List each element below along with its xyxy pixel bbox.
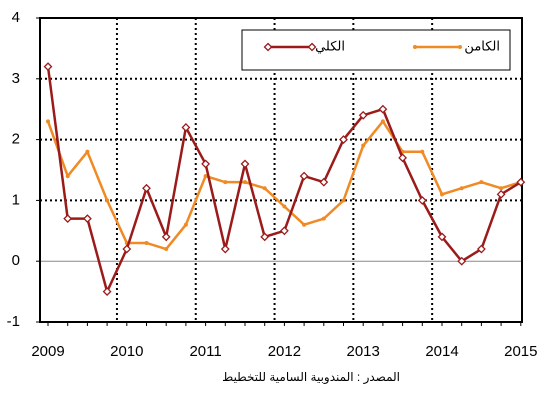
- x-tick-label: 2011: [189, 343, 221, 360]
- x-tick-label: 2015: [504, 343, 537, 360]
- marker: [142, 183, 151, 193]
- marker: [302, 222, 307, 227]
- marker: [164, 247, 169, 252]
- marker: [440, 192, 444, 197]
- marker: [307, 42, 317, 52]
- x-tick-label: 2010: [110, 343, 143, 360]
- marker: [299, 171, 309, 181]
- marker: [144, 240, 149, 245]
- y-tick-label: 2: [12, 131, 20, 148]
- marker: [459, 186, 464, 191]
- marker: [105, 198, 110, 203]
- marker: [181, 123, 191, 132]
- marker: [201, 159, 211, 169]
- x-tick-label: 2009: [31, 343, 64, 360]
- marker: [203, 174, 208, 179]
- marker: [82, 214, 92, 224]
- y-tick-label: 1: [12, 191, 20, 208]
- marker: [339, 135, 348, 145]
- marker: [161, 232, 171, 242]
- plot-border: [39, 17, 523, 323]
- marker: [378, 104, 388, 114]
- marker: [122, 244, 132, 254]
- y-tick-label: 3: [12, 70, 20, 87]
- marker: [46, 119, 50, 124]
- x-tick-label: 2014: [425, 343, 458, 360]
- marker: [65, 174, 70, 179]
- marker: [476, 244, 486, 254]
- y-tick-label: 4: [12, 9, 20, 26]
- marker: [321, 216, 326, 221]
- x-tick-label: 2012: [268, 343, 301, 360]
- marker: [243, 180, 247, 185]
- marker: [102, 287, 112, 297]
- marker: [398, 153, 408, 163]
- marker: [496, 189, 506, 199]
- legend-label: الكامن: [464, 38, 500, 54]
- marker: [499, 186, 504, 191]
- marker: [516, 177, 526, 187]
- marker: [479, 180, 484, 185]
- marker: [458, 45, 462, 49]
- marker: [220, 244, 230, 254]
- marker: [361, 143, 366, 148]
- marker: [282, 204, 287, 209]
- marker: [420, 149, 425, 154]
- marker: [223, 180, 228, 185]
- marker: [183, 222, 188, 227]
- marker: [417, 195, 427, 205]
- marker: [341, 198, 346, 203]
- marker: [262, 186, 267, 191]
- marker: [358, 110, 368, 120]
- marker: [85, 149, 90, 154]
- marker: [279, 226, 289, 236]
- x-tick-label: 2013: [347, 343, 380, 360]
- marker: [63, 214, 73, 224]
- marker: [319, 177, 329, 187]
- legend-box: [241, 29, 511, 71]
- marker: [413, 45, 417, 49]
- y-tick-label: 0: [12, 252, 20, 269]
- y-tick-label: -1: [7, 313, 20, 330]
- marker: [260, 232, 270, 242]
- marker: [380, 119, 385, 124]
- marker: [263, 42, 273, 52]
- source-note: المصدر : المندوبية السامية للتخطيط: [222, 370, 400, 385]
- marker: [43, 62, 53, 72]
- marker: [240, 159, 250, 169]
- legend-label: الكلي: [315, 38, 345, 53]
- marker: [457, 256, 467, 266]
- marker: [437, 232, 447, 242]
